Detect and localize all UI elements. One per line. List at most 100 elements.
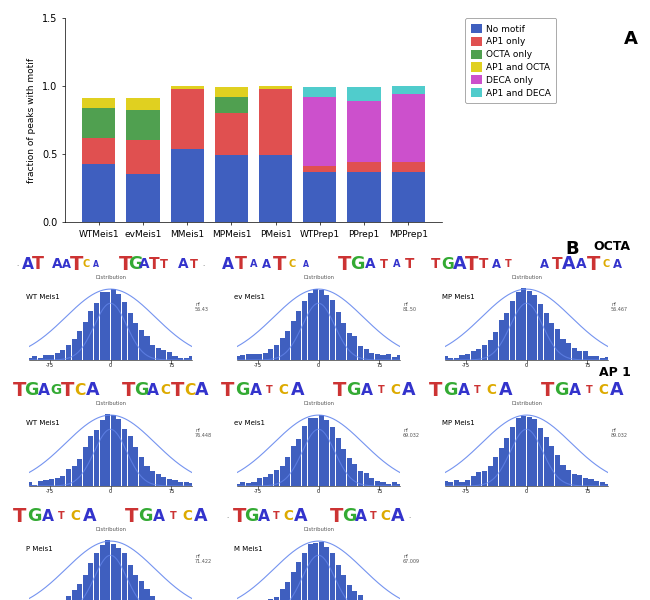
Bar bbox=[515, 418, 521, 486]
Text: A: A bbox=[250, 259, 257, 269]
Bar bbox=[521, 289, 527, 360]
Text: C: C bbox=[289, 259, 296, 269]
Bar bbox=[583, 478, 588, 486]
Bar bbox=[82, 137, 115, 164]
Bar bbox=[99, 292, 105, 360]
Bar bbox=[313, 289, 318, 360]
Bar bbox=[554, 455, 560, 486]
Text: T: T bbox=[380, 257, 387, 271]
Bar bbox=[291, 322, 296, 360]
Bar bbox=[122, 428, 127, 486]
Bar bbox=[391, 482, 396, 486]
Bar bbox=[138, 329, 144, 360]
Bar bbox=[268, 349, 274, 360]
Bar bbox=[133, 323, 138, 360]
Bar bbox=[476, 472, 482, 486]
Bar bbox=[82, 164, 115, 222]
Bar bbox=[375, 481, 380, 486]
Bar bbox=[44, 355, 49, 360]
Text: A: A bbox=[262, 257, 271, 271]
Text: A: A bbox=[624, 30, 638, 48]
Text: Distribution: Distribution bbox=[303, 401, 334, 406]
Bar bbox=[346, 333, 352, 360]
Bar bbox=[285, 457, 291, 486]
Bar bbox=[144, 589, 150, 600]
Bar bbox=[493, 457, 499, 486]
Bar bbox=[94, 553, 99, 600]
Text: T: T bbox=[338, 254, 351, 274]
Bar bbox=[38, 481, 43, 486]
Text: T: T bbox=[235, 255, 246, 273]
Bar bbox=[127, 313, 133, 360]
Bar bbox=[571, 349, 577, 360]
Text: .: . bbox=[17, 262, 19, 266]
Bar bbox=[105, 415, 110, 486]
Bar bbox=[126, 98, 159, 110]
Bar bbox=[214, 155, 248, 222]
Text: G: G bbox=[443, 381, 457, 399]
Bar bbox=[348, 101, 381, 162]
Text: ev Meis1: ev Meis1 bbox=[234, 293, 265, 299]
Bar bbox=[330, 300, 335, 360]
Bar bbox=[577, 475, 582, 486]
Text: T: T bbox=[587, 254, 600, 274]
Text: G: G bbox=[50, 383, 61, 397]
Bar bbox=[499, 448, 504, 486]
Bar bbox=[263, 353, 268, 360]
Bar bbox=[111, 544, 116, 600]
Bar bbox=[49, 479, 54, 486]
Bar bbox=[532, 295, 538, 360]
Bar bbox=[335, 312, 341, 360]
Bar bbox=[127, 436, 133, 486]
Bar bbox=[55, 478, 60, 486]
Text: T: T bbox=[118, 254, 132, 274]
Text: A: A bbox=[302, 260, 309, 269]
Text: A: A bbox=[458, 383, 470, 398]
Text: nf
71.422: nf 71.422 bbox=[195, 553, 212, 564]
Text: C: C bbox=[390, 383, 400, 397]
Text: G: G bbox=[134, 381, 148, 399]
Bar bbox=[285, 331, 291, 360]
Bar bbox=[380, 355, 385, 360]
Bar bbox=[138, 457, 144, 486]
Bar bbox=[240, 482, 246, 486]
Text: A: A bbox=[178, 257, 189, 271]
Text: nf
67.009: nf 67.009 bbox=[403, 553, 420, 564]
Text: MP Meis1: MP Meis1 bbox=[442, 293, 474, 299]
Text: T: T bbox=[170, 511, 177, 521]
Text: Distribution: Distribution bbox=[95, 527, 126, 532]
Bar bbox=[493, 332, 499, 360]
Text: A: A bbox=[291, 381, 304, 399]
Bar bbox=[77, 458, 83, 486]
Text: A: A bbox=[499, 381, 512, 399]
Bar bbox=[150, 471, 155, 486]
Text: A: A bbox=[569, 383, 581, 398]
Bar bbox=[532, 419, 538, 486]
Bar bbox=[66, 345, 71, 360]
Bar bbox=[369, 478, 374, 486]
Text: A: A bbox=[83, 507, 96, 525]
Text: A: A bbox=[365, 257, 376, 271]
Text: A: A bbox=[562, 255, 576, 273]
Text: .: . bbox=[226, 514, 228, 518]
Bar bbox=[549, 323, 554, 360]
Bar bbox=[77, 331, 83, 360]
Bar bbox=[133, 447, 138, 486]
Bar bbox=[116, 295, 122, 360]
Text: nf
76.448: nf 76.448 bbox=[195, 427, 212, 438]
Bar bbox=[307, 418, 313, 486]
Bar bbox=[471, 351, 476, 360]
Bar bbox=[94, 303, 99, 360]
Text: A: A bbox=[38, 383, 49, 398]
Bar bbox=[594, 356, 599, 360]
Bar bbox=[313, 543, 318, 600]
Text: Distribution: Distribution bbox=[95, 275, 126, 280]
Bar bbox=[358, 595, 363, 600]
Text: Distribution: Distribution bbox=[303, 527, 334, 532]
Bar bbox=[375, 355, 380, 360]
Text: T: T bbox=[125, 506, 138, 526]
Bar bbox=[72, 590, 77, 600]
Bar bbox=[83, 322, 88, 360]
Bar bbox=[443, 481, 448, 486]
Bar bbox=[330, 427, 335, 486]
